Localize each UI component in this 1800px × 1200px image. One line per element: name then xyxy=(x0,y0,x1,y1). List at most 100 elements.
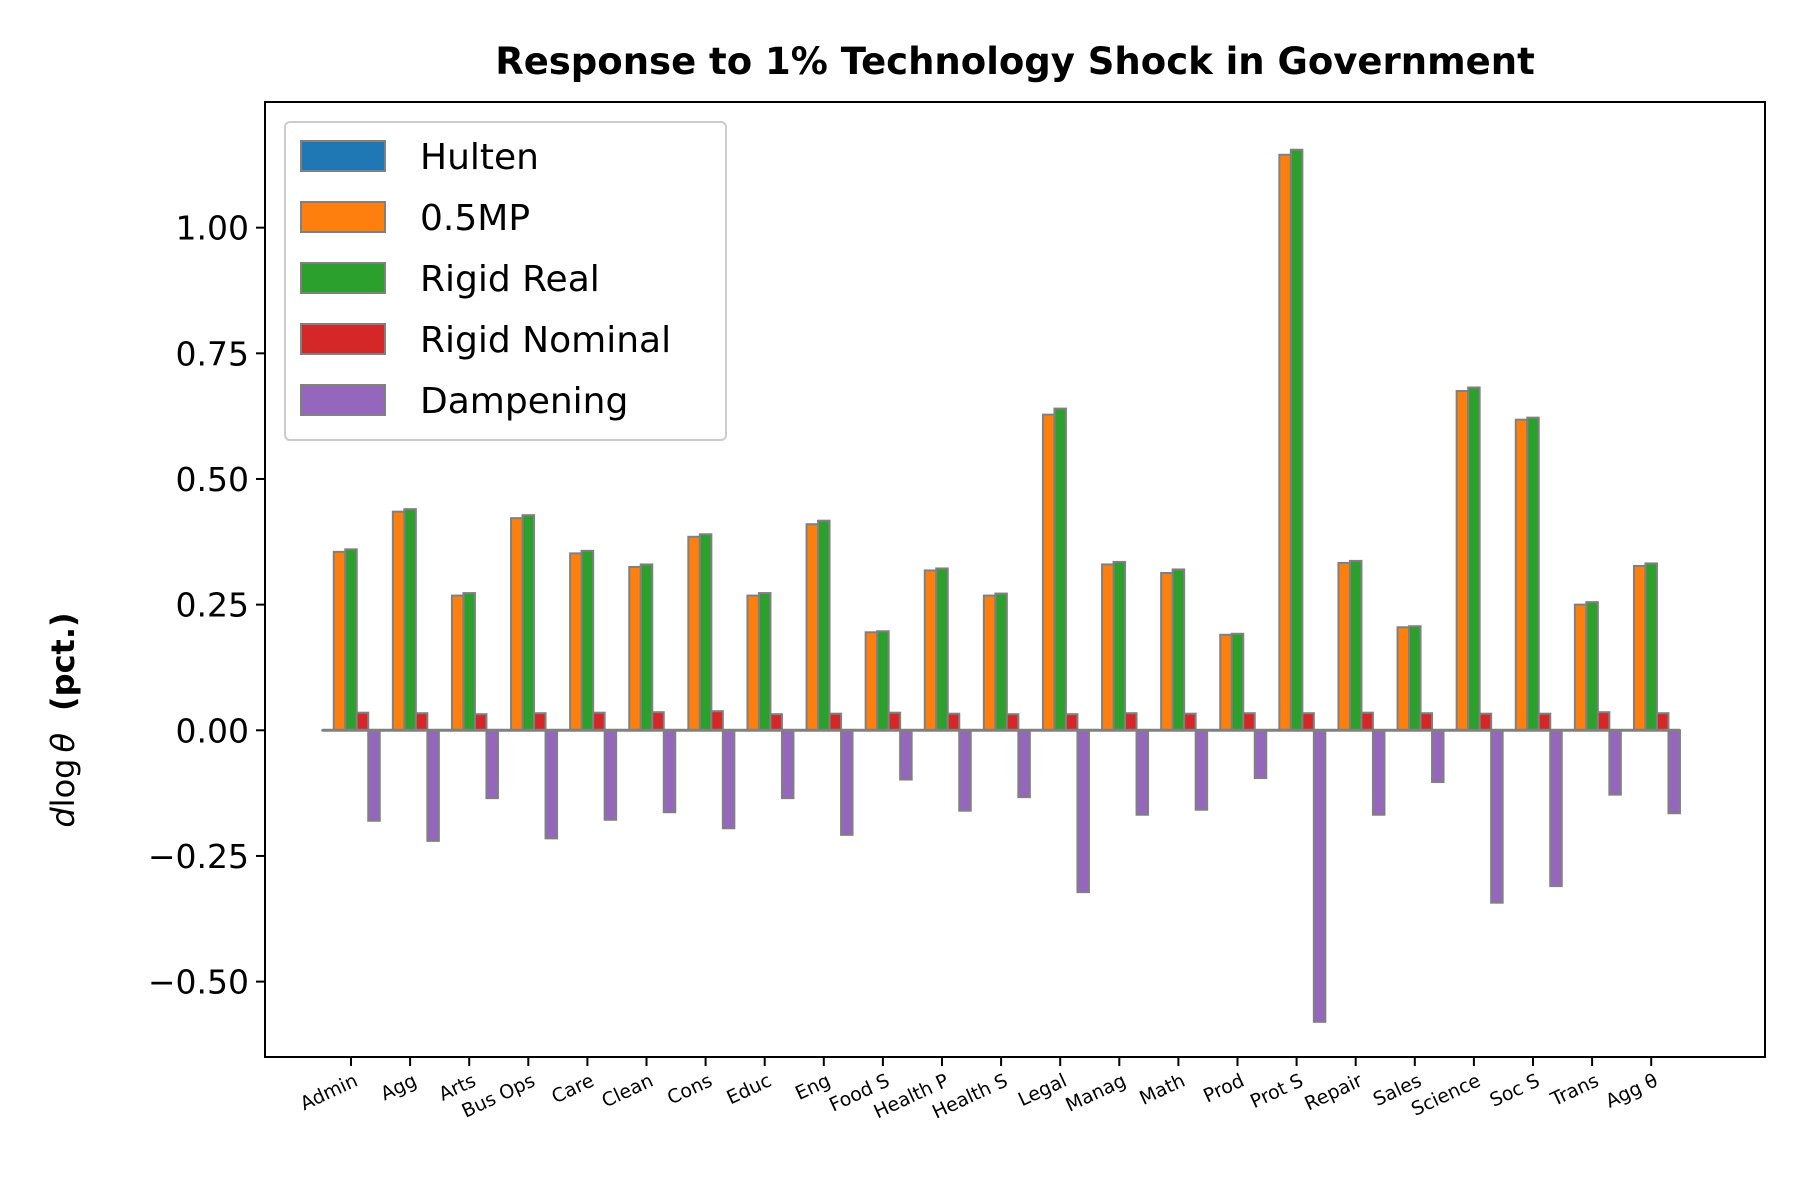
bar-rigid-real xyxy=(1644,562,1658,732)
y-axis-label-theta: θ xyxy=(44,733,82,753)
x-tick-label: Clean xyxy=(598,1070,656,1113)
bar-rigid-real xyxy=(1467,386,1481,732)
bar-rigid-real xyxy=(1526,416,1540,732)
bar-dampening xyxy=(1312,729,1327,1023)
x-tick-label: Science xyxy=(1408,1070,1484,1121)
x-tick-label: Agg xyxy=(377,1070,420,1106)
bar-dampening xyxy=(1076,729,1090,894)
bar-rigid-nominal xyxy=(1242,712,1256,732)
bar-0-5mp xyxy=(923,569,938,732)
bar-dampening xyxy=(780,729,795,800)
bar-0-5mp xyxy=(1101,563,1115,732)
bar-rigid-real xyxy=(1112,560,1127,732)
bar-0-5mp xyxy=(1396,626,1411,732)
bar-dampening xyxy=(1549,729,1563,888)
legend-label: 0.5MP xyxy=(420,198,530,239)
bar-0-5mp xyxy=(805,523,820,732)
x-tick-label: Math xyxy=(1136,1070,1188,1110)
bar-rigid-real xyxy=(1585,601,1599,732)
legend-label: Rigid Real xyxy=(420,259,600,300)
bar-rigid-real xyxy=(1408,625,1422,732)
bar-rigid-real xyxy=(935,567,949,732)
bar-rigid-real xyxy=(639,563,654,732)
bar-0-5mp xyxy=(628,565,642,732)
chart-title: Response to 1% Technology Shock in Gover… xyxy=(495,40,1535,83)
y-axis-label-log: log xyxy=(44,759,82,808)
bar-dampening xyxy=(840,729,854,836)
y-tick-label: 0.25 xyxy=(176,586,249,625)
bar-0-5mp xyxy=(391,510,406,732)
bar-0-5mp xyxy=(1573,603,1588,732)
plot-area-frame xyxy=(264,101,1766,1058)
x-tick-label: Manag xyxy=(1062,1070,1129,1117)
bar-rigid-nominal xyxy=(1419,712,1434,732)
legend-label: Rigid Nominal xyxy=(420,320,671,361)
y-tick-label: 0.00 xyxy=(176,711,249,750)
bar-rigid-nominal xyxy=(651,711,665,732)
y-axis-label-unit: (pct.) xyxy=(44,612,82,711)
legend-frame xyxy=(284,121,727,441)
bar-dampening xyxy=(1371,729,1386,816)
bar-dampening xyxy=(1667,729,1681,815)
bar-rigid-nominal xyxy=(828,712,843,732)
bar-0-5mp xyxy=(1041,413,1056,732)
x-tick-label: Soc S xyxy=(1486,1070,1543,1112)
bar-rigid-real xyxy=(1053,407,1067,732)
y-axis-label-d: d xyxy=(44,807,82,828)
bar-0-5mp xyxy=(569,552,583,732)
legend-swatch xyxy=(300,384,386,416)
bar-rigid-nominal xyxy=(769,713,783,732)
y-tick-label: −0.25 xyxy=(148,837,249,876)
bar-rigid-real xyxy=(817,519,831,732)
bar-rigid-nominal xyxy=(1655,712,1670,732)
bar-0-5mp xyxy=(864,631,879,732)
bar-dampening xyxy=(367,729,381,822)
bar-rigid-nominal xyxy=(946,712,961,732)
bar-0-5mp xyxy=(1337,561,1351,732)
bar-rigid-nominal xyxy=(592,711,606,732)
bar-rigid-nominal xyxy=(1360,711,1374,732)
x-tick-label: Cons xyxy=(664,1070,716,1110)
bar-rigid-real xyxy=(344,548,358,732)
bar-0-5mp xyxy=(1219,633,1233,732)
bar-dampening xyxy=(662,729,677,814)
bar-0-5mp xyxy=(1514,418,1529,732)
x-tick-label: Legal xyxy=(1015,1070,1070,1111)
bar-rigid-real xyxy=(994,592,1008,732)
legend-swatch xyxy=(300,201,386,233)
bar-dampening xyxy=(426,729,440,842)
legend-label: Dampening xyxy=(420,381,628,422)
bar-0-5mp xyxy=(1160,571,1174,732)
bar-dampening xyxy=(1608,729,1622,796)
bar-dampening xyxy=(603,729,618,821)
bar-dampening xyxy=(1194,729,1209,811)
x-tick-label: Educ xyxy=(723,1070,774,1110)
bar-dampening xyxy=(1017,729,1031,799)
bar-dampening xyxy=(899,729,913,781)
bar-rigid-real xyxy=(521,514,536,732)
bar-dampening xyxy=(485,729,499,800)
bar-rigid-nominal xyxy=(1183,712,1197,732)
bar-rigid-real xyxy=(1230,632,1245,732)
x-tick-label: Trans xyxy=(1546,1070,1602,1112)
bar-dampening xyxy=(1431,729,1445,784)
legend-label: Hulten xyxy=(420,137,539,178)
bar-dampening xyxy=(721,729,736,830)
bar-rigid-real xyxy=(1289,148,1304,732)
bar-0-5mp xyxy=(1632,564,1647,732)
y-axis: −0.50 −0.25 0.00 0.25 0.50 0.75 1.00 xyxy=(148,209,265,1002)
x-tick-label: Prod xyxy=(1200,1070,1248,1108)
bar-0-5mp xyxy=(510,517,524,732)
bar-rigid-real xyxy=(462,592,476,732)
y-tick-label: 0.50 xyxy=(176,460,249,499)
legend-swatch xyxy=(300,140,386,172)
bar-rigid-real xyxy=(698,533,713,732)
y-axis-label: dlog θ (pct.) xyxy=(44,612,82,827)
bar-rigid-nominal xyxy=(1005,713,1020,732)
x-tick-label: Agg θ xyxy=(1602,1070,1661,1113)
bar-0-5mp xyxy=(982,594,997,732)
bar-0-5mp xyxy=(687,535,701,732)
bar-rigid-nominal xyxy=(1537,712,1552,732)
